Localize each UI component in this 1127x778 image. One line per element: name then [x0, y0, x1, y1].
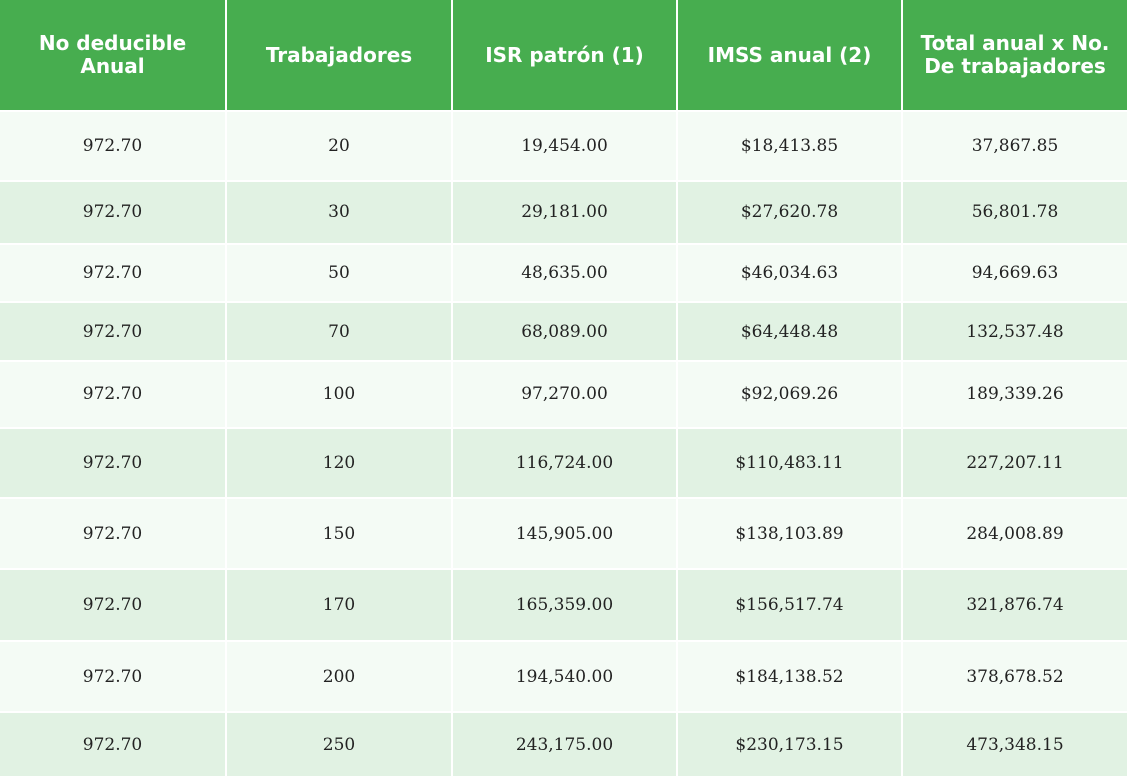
cell-isr-patron: 194,540.00 — [452, 641, 678, 714]
cell-no-deducible: 972.70 — [0, 111, 227, 182]
cell-total-anual: 189,339.26 — [902, 360, 1127, 429]
cell-total-anual: 132,537.48 — [902, 302, 1127, 362]
table-row: 972.70 20 19,454.00 $18,413.85 37,867.85 — [0, 111, 1127, 182]
table-row: 972.70 50 48,635.00 $46,034.63 94,669.63 — [0, 243, 1127, 304]
cell-no-deducible: 972.70 — [0, 243, 227, 304]
header-trabajadores: Trabajadores — [226, 0, 453, 112]
cell-trabajadores: 30 — [226, 180, 453, 245]
cell-trabajadores: 70 — [226, 302, 453, 362]
cell-total-anual: 56,801.78 — [902, 180, 1127, 245]
cell-imss-anual: $184,138.52 — [677, 641, 903, 714]
cell-isr-patron: 165,359.00 — [452, 569, 678, 643]
cell-trabajadores: 250 — [226, 712, 453, 778]
cell-total-anual: 378,678.52 — [902, 641, 1127, 714]
table-row: 972.70 150 145,905.00 $138,103.89 284,008.89 — [0, 497, 1127, 571]
cell-imss-anual: $156,517.74 — [677, 569, 903, 643]
cell-imss-anual: $27,620.78 — [677, 180, 903, 245]
header-imss-anual: IMSS anual (2) — [677, 0, 903, 112]
cell-imss-anual: $92,069.26 — [677, 360, 903, 429]
table-row: 972.70 200 194,540.00 $184,138.52 378,678.52 — [0, 641, 1127, 714]
table-body: 972.70 20 19,454.00 $18,413.85 37,867.85 972.… — [0, 111, 1127, 778]
table-row: 972.70 120 116,724.00 $110,483.11 227,207.11 — [0, 427, 1127, 499]
cell-imss-anual: $46,034.63 — [677, 243, 903, 304]
cell-trabajadores: 20 — [226, 111, 453, 182]
cell-trabajadores: 120 — [226, 427, 453, 499]
cell-total-anual: 473,348.15 — [902, 712, 1127, 778]
cell-no-deducible: 972.70 — [0, 302, 227, 362]
cell-no-deducible: 972.70 — [0, 712, 227, 778]
cell-no-deducible: 972.70 — [0, 427, 227, 499]
table-row: 972.70 100 97,270.00 $92,069.26 189,339.26 — [0, 360, 1127, 429]
table-row: 972.70 170 165,359.00 $156,517.74 321,876.74 — [0, 569, 1127, 643]
cell-imss-anual: $138,103.89 — [677, 497, 903, 571]
cell-total-anual: 37,867.85 — [902, 111, 1127, 182]
cell-imss-anual: $64,448.48 — [677, 302, 903, 362]
cell-no-deducible: 972.70 — [0, 360, 227, 429]
cell-imss-anual: $110,483.11 — [677, 427, 903, 499]
header-row: No deducible Anual Trabajadores ISR patr… — [0, 0, 1127, 112]
cell-no-deducible: 972.70 — [0, 180, 227, 245]
cell-isr-patron: 97,270.00 — [452, 360, 678, 429]
cell-isr-patron: 68,089.00 — [452, 302, 678, 362]
cell-no-deducible: 972.70 — [0, 569, 227, 643]
cell-trabajadores: 100 — [226, 360, 453, 429]
cell-isr-patron: 145,905.00 — [452, 497, 678, 571]
cell-trabajadores: 150 — [226, 497, 453, 571]
table-row: 972.70 250 243,175.00 $230,173.15 473,348.15 — [0, 712, 1127, 778]
cell-total-anual: 284,008.89 — [902, 497, 1127, 571]
header-isr-patron: ISR patrón (1) — [452, 0, 678, 112]
cell-isr-patron: 29,181.00 — [452, 180, 678, 245]
cell-total-anual: 321,876.74 — [902, 569, 1127, 643]
cell-trabajadores: 200 — [226, 641, 453, 714]
cell-isr-patron: 116,724.00 — [452, 427, 678, 499]
cell-isr-patron: 19,454.00 — [452, 111, 678, 182]
header-no-deducible: No deducible Anual — [0, 0, 227, 112]
cell-trabajadores: 50 — [226, 243, 453, 304]
cell-total-anual: 94,669.63 — [902, 243, 1127, 304]
cell-imss-anual: $18,413.85 — [677, 111, 903, 182]
cell-isr-patron: 48,635.00 — [452, 243, 678, 304]
cell-no-deducible: 972.70 — [0, 641, 227, 714]
table-row: 972.70 30 29,181.00 $27,620.78 56,801.78 — [0, 180, 1127, 245]
cell-imss-anual: $230,173.15 — [677, 712, 903, 778]
cell-no-deducible: 972.70 — [0, 497, 227, 571]
header-total-anual: Total anual x No. De trabajadores — [902, 0, 1127, 112]
cell-total-anual: 227,207.11 — [902, 427, 1127, 499]
cell-isr-patron: 243,175.00 — [452, 712, 678, 778]
cell-trabajadores: 170 — [226, 569, 453, 643]
table-row: 972.70 70 68,089.00 $64,448.48 132,537.48 — [0, 302, 1127, 362]
